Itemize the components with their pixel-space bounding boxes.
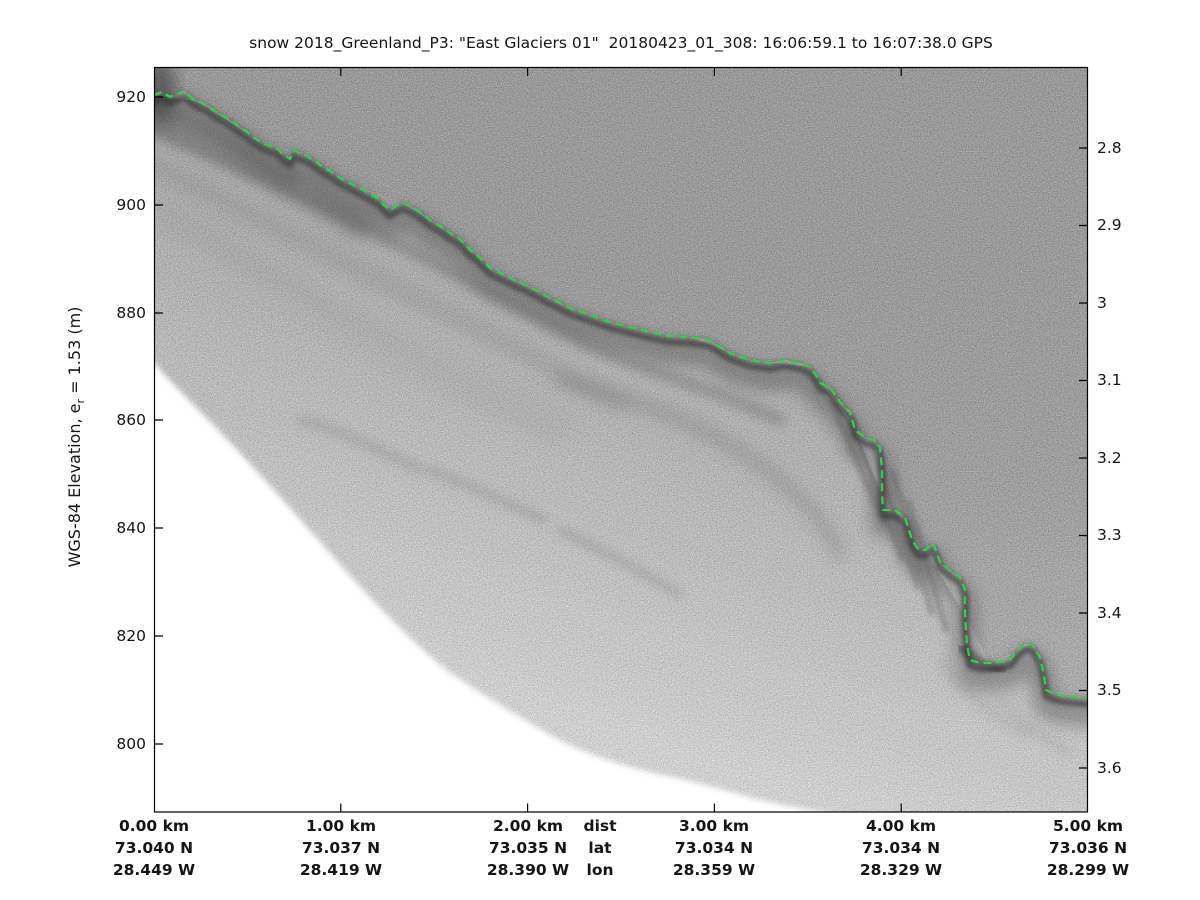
y-left-tick: 840	[116, 519, 146, 537]
y-right-tick: 3.5	[1097, 681, 1122, 699]
y-right-tick: 3	[1097, 294, 1107, 312]
x-top-ticks	[340, 68, 902, 76]
axes-frame	[153, 66, 1089, 813]
y-right-tick: 3.6	[1097, 759, 1122, 777]
x-tick-lat: 73.037 N	[301, 839, 381, 857]
y-left-tick: 800	[116, 735, 146, 753]
x-axis-column: 0.00 km 73.040 N 28.449 W	[69, 815, 239, 881]
y-left-axis-label: WGS-84 Elevation, er = 1.53 (m)	[63, 187, 87, 687]
x-tick-lat: 73.034 N	[861, 839, 941, 857]
y-left-ticks	[155, 96, 163, 745]
x-tick-lat: 73.035 N	[488, 839, 568, 857]
x-axis-column: 5.00 km 73.036 N 28.299 W	[1003, 815, 1173, 881]
x-axis-column: 3.00 km 73.034 N 28.359 W	[629, 815, 799, 881]
x-tick-lat: 73.034 N	[674, 839, 754, 857]
y-left-tick: 880	[116, 304, 146, 322]
y-right-ticks	[1079, 147, 1087, 769]
x-axis-column: 4.00 km 73.034 N 28.329 W	[816, 815, 986, 881]
no-data-region	[155, 364, 824, 812]
y-left-tick: 920	[116, 88, 146, 106]
y-right-tick: 3.1	[1097, 371, 1122, 389]
x-tick-lon: 28.299 W	[1046, 861, 1130, 879]
x-tick-km: 3.00 km	[678, 817, 750, 835]
x-tick-lon: 28.449 W	[112, 861, 196, 879]
x-tick-km: 0.00 km	[118, 817, 190, 835]
y-left-tick: 860	[116, 411, 146, 429]
plot-title: snow 2018_Greenland_P3: "East Glaciers 0…	[249, 34, 993, 52]
x-axis-row-header-dist: dist	[583, 817, 617, 835]
x-axis-column: 1.00 km 73.037 N 28.419 W	[256, 815, 426, 881]
x-tick-km: 2.00 km	[492, 817, 564, 835]
y-right-tick: 2.9	[1097, 216, 1122, 234]
x-tick-km: 5.00 km	[1052, 817, 1124, 835]
y-left-label-prefix: WGS-84 Elevation, e	[65, 403, 84, 568]
plot-border	[153, 66, 1089, 813]
y-left-tick: 900	[116, 196, 146, 214]
surface-return-band	[155, 68, 1087, 755]
x-tick-km: 1.00 km	[305, 817, 377, 835]
x-bottom-ticks	[340, 803, 902, 812]
x-axis-column: 2.00 km 73.035 N 28.390 W	[443, 815, 613, 881]
y-left-tick: 820	[116, 627, 146, 645]
x-axis-row-header-lat: lat	[588, 839, 612, 857]
x-axis-row-headers: dist lat lon	[560, 815, 640, 881]
y-right-tick: 3.3	[1097, 526, 1122, 544]
crevasse-streaks	[830, 400, 948, 632]
y-left-label-suffix: = 1.53 (m)	[65, 306, 84, 399]
y-left-label-subscript: r	[74, 398, 88, 404]
y-right-tick: 2.8	[1097, 139, 1122, 157]
x-tick-lon: 28.419 W	[299, 861, 383, 879]
x-tick-lon: 28.390 W	[486, 861, 570, 879]
x-axis-row-header-lon: lon	[586, 861, 614, 879]
x-tick-km: 4.00 km	[865, 817, 937, 835]
x-tick-lon: 28.329 W	[859, 861, 943, 879]
y-right-tick: 3.4	[1097, 604, 1122, 622]
x-tick-lat: 73.036 N	[1048, 839, 1128, 857]
x-tick-lat: 73.040 N	[114, 839, 194, 857]
x-tick-lon: 28.359 W	[672, 861, 756, 879]
y-right-tick: 3.2	[1097, 449, 1122, 467]
